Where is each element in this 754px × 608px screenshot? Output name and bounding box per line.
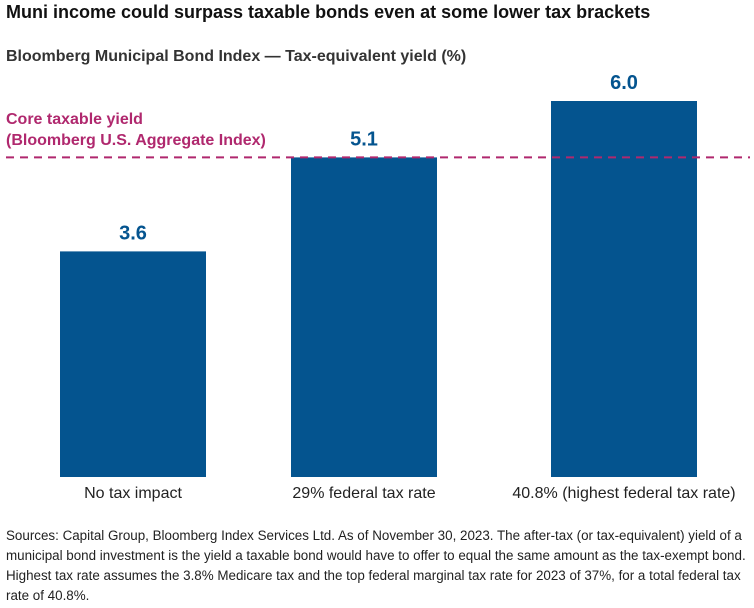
bar (551, 101, 697, 477)
data-label: 6.0 (610, 72, 638, 94)
bar (291, 157, 437, 477)
reference-line-label: Core taxable yield (6, 111, 143, 128)
bar (60, 251, 206, 477)
reference-line-label-sub: (Bloomberg U.S. Aggregate Index) (6, 132, 266, 149)
data-label: 3.6 (119, 222, 147, 244)
category-label: No tax impact (84, 485, 182, 502)
category-label: 29% federal tax rate (292, 485, 435, 502)
source-note: Sources: Capital Group, Bloomberg Index … (6, 528, 746, 603)
chart-title: Muni income could surpass taxable bonds … (6, 2, 651, 22)
data-label: 5.1 (350, 128, 378, 150)
category-label: 40.8% (highest federal tax rate) (512, 485, 735, 502)
chart-subtitle: Bloomberg Municipal Bond Index — Tax-equ… (6, 48, 467, 65)
bar-chart: 3.6 No tax impact 5.1 29% federal tax rate 6… (6, 72, 750, 502)
